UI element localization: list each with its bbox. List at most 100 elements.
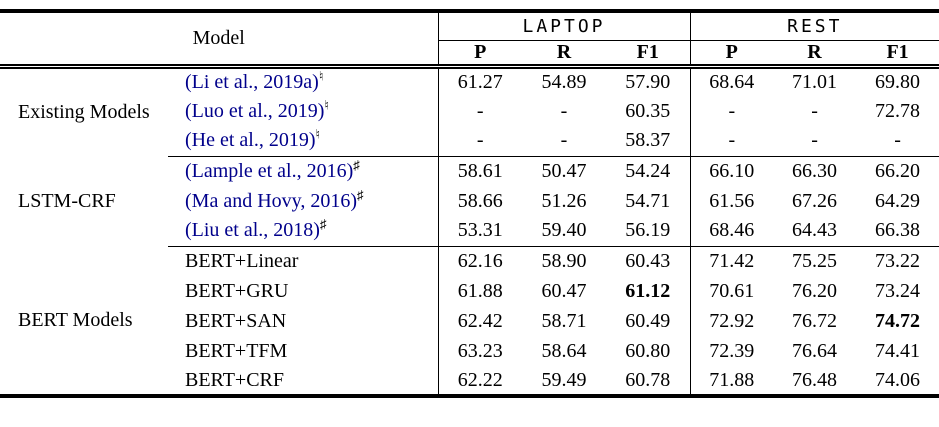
model-column-header: Model	[0, 11, 439, 69]
value-cell: 59.49	[541, 368, 587, 391]
natural-sign-marker: ♮	[315, 126, 321, 142]
citation-link[interactable]: (Lample et al., 2016)	[185, 159, 354, 182]
sharp-sign-marker: ♯	[353, 157, 360, 173]
value-cell: 69.80	[875, 70, 921, 93]
group-bert-models: BERT Models BERT+Linear 62.16 58.90 60.4…	[0, 246, 939, 396]
model-name-cell: (He et al., 2019)♮	[168, 126, 439, 157]
value-cell-best-laptop-f1: 61.12	[606, 276, 691, 306]
paper-results-table-page: Model LAPTOP REST P R F1 P R F1 Existing…	[0, 9, 939, 427]
value-cell: 62.16	[457, 249, 503, 272]
value-cell: 68.64	[709, 70, 755, 93]
value-cell: 60.78	[606, 366, 691, 396]
model-name-cell: BERT+Linear	[168, 246, 439, 276]
group-label: BERT Models	[18, 308, 133, 331]
header-row-datasets: Model LAPTOP REST	[0, 11, 939, 69]
value-cell: 58.90	[541, 249, 587, 272]
value-cell: 61.27	[457, 70, 503, 93]
dataset-header-rest: REST	[690, 11, 939, 41]
value-cell: 58.64	[541, 339, 587, 362]
table-row: (Liu et al., 2018)♯ 53.31 59.40 56.19 68…	[0, 216, 939, 247]
citation-link[interactable]: (He et al., 2019)	[185, 129, 316, 152]
value-cell: -	[560, 99, 568, 122]
model-name-cell: BERT+TFM	[168, 336, 439, 366]
table-row: (Ma and Hovy, 2016)♯ 58.66 51.26 54.71 6…	[0, 186, 939, 216]
value-cell: -	[438, 126, 522, 157]
value-cell: 72.92	[709, 309, 755, 332]
table-row: BERT+GRU 61.88 60.47 61.12 70.61 76.20 7…	[0, 276, 939, 306]
value-cell: 54.71	[606, 186, 691, 216]
value-cell: 62.22	[457, 368, 503, 391]
model-name: BERT+SAN	[185, 309, 287, 332]
value-cell: 76.64	[792, 339, 838, 362]
value-cell: 62.42	[457, 309, 503, 332]
value-cell: 50.47	[541, 159, 587, 182]
model-name: BERT+GRU	[185, 279, 289, 302]
citation-link[interactable]: (Li et al., 2019a)	[185, 70, 319, 93]
model-name: BERT+TFM	[185, 339, 288, 362]
value-cell: 66.38	[856, 216, 939, 247]
value-cell: 58.66	[457, 189, 503, 212]
value-cell: 70.61	[709, 279, 755, 302]
metric-header-laptop-r: R	[522, 40, 606, 69]
value-cell: 72.78	[875, 99, 921, 122]
value-cell: 74.41	[875, 339, 921, 362]
value-cell: 74.06	[875, 368, 921, 391]
model-name-cell: BERT+SAN	[168, 306, 439, 336]
model-name: BERT+Linear	[185, 249, 299, 272]
value-cell: 57.90	[606, 66, 691, 96]
sharp-sign-marker: ♯	[319, 216, 327, 232]
model-name-cell: BERT+GRU	[168, 276, 439, 306]
value-cell: 58.71	[541, 309, 587, 332]
value-cell: 66.20	[875, 159, 921, 182]
model-name: BERT+CRF	[185, 368, 284, 391]
value-cell: 68.46	[690, 216, 774, 247]
value-cell: -	[811, 99, 818, 122]
table-row: (He et al., 2019)♮ - - 58.37 - - -	[0, 126, 939, 157]
model-name-cell: (Lample et al., 2016)♯	[168, 156, 439, 186]
value-cell: 60.35	[606, 96, 691, 126]
value-cell: 54.24	[606, 156, 691, 186]
value-cell: 60.80	[606, 336, 691, 366]
natural-sign-marker: ♮	[324, 96, 330, 112]
citation-link[interactable]: (Ma and Hovy, 2016)	[185, 189, 358, 212]
value-cell: 54.89	[541, 70, 587, 93]
value-cell: 59.40	[522, 216, 606, 247]
value-cell: 66.10	[709, 159, 755, 182]
group-label: Existing Models	[18, 100, 150, 123]
metric-header-laptop-f1: F1	[606, 40, 691, 69]
model-name-cell: (Ma and Hovy, 2016)♯	[168, 186, 439, 216]
citation-link[interactable]: (Liu et al., 2018)	[185, 219, 320, 242]
value-cell: 71.01	[792, 70, 838, 93]
value-cell: 61.88	[457, 279, 503, 302]
value-cell: 71.42	[709, 249, 755, 272]
value-cell: 53.31	[438, 216, 522, 247]
value-cell: 71.88	[709, 368, 755, 391]
value-cell: 64.43	[773, 216, 857, 247]
table-row: BERT+SAN 62.42 58.71 60.49 72.92 76.72 7…	[0, 306, 939, 336]
value-cell: 67.26	[792, 189, 838, 212]
value-cell: 76.72	[792, 309, 838, 332]
value-cell: -	[690, 126, 774, 157]
value-cell: 60.47	[541, 279, 587, 302]
value-cell: 75.25	[792, 249, 838, 272]
value-cell: 60.49	[606, 306, 691, 336]
group-existing-models: Existing Models (Li et al., 2019a)♮ 61.2…	[0, 66, 939, 157]
results-table: Model LAPTOP REST P R F1 P R F1 Existing…	[0, 9, 939, 398]
model-name-cell: (Liu et al., 2018)♯	[168, 216, 439, 247]
value-cell: -	[773, 126, 857, 157]
table-row: (Luo et al., 2019)♮ - - 60.35 - - 72.78	[0, 96, 939, 126]
value-cell: 73.24	[875, 279, 921, 302]
value-cell: 60.43	[606, 246, 691, 276]
dataset-header-laptop: LAPTOP	[438, 11, 691, 41]
citation-link[interactable]: (Luo et al., 2019)	[185, 99, 325, 122]
table-row: BERT Models BERT+Linear 62.16 58.90 60.4…	[0, 246, 939, 331]
value-cell: 56.19	[606, 216, 691, 247]
group-lstm-crf: LSTM-CRF (Lample et al., 2016)♯ 58.61 50…	[0, 156, 939, 247]
metric-header-rest-f1: F1	[856, 40, 939, 69]
value-cell: 63.23	[457, 339, 503, 362]
model-name-cell: (Luo et al., 2019)♮	[168, 96, 439, 126]
table-row: BERT+TFM 63.23 58.64 60.80 72.39 76.64 7…	[0, 336, 939, 366]
natural-sign-marker: ♮	[318, 68, 324, 84]
value-cell: 64.29	[875, 189, 921, 212]
group-label: LSTM-CRF	[18, 189, 116, 212]
